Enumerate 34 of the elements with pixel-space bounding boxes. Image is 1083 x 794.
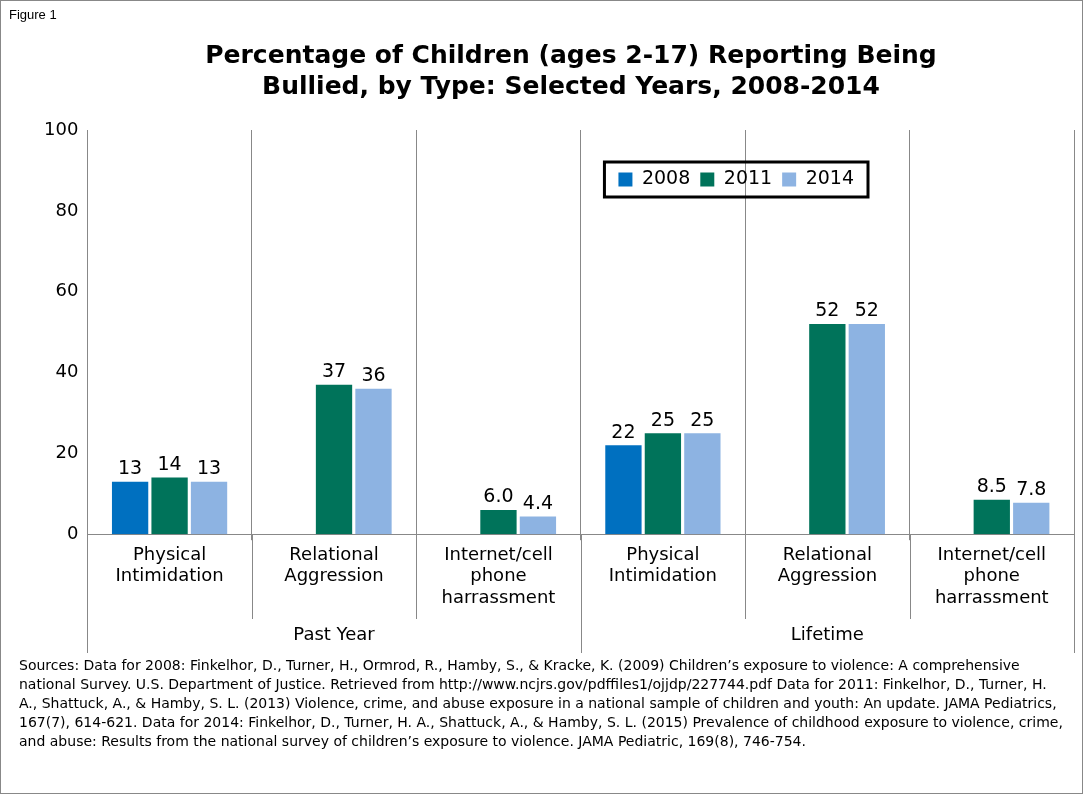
data-label: 13: [118, 456, 143, 479]
data-label: 6.0: [483, 484, 514, 507]
source-note: Sources: Data for 2008: Finkelhor, D., Turner, H., Ormrod, R., Hamby, S., & Kracke, K. (2009) Children’s exposure to violence: A comprehensive national Survey. U.S. Department of Justice. Retrieved from http://www.ncjrs.gov/pdffiles1/ojjdp/227744.pdf Data for 2011: Finkelhor, D., Turner, H. A., Shattuck, A., & Hamby, S. L. (2013) Violence, crime, and abuse exposure in a national sample of children and youth: An update. JAMA Pediatrics, 167(7), 614-621. Data for 2014: Finkelhor, D., Turner, H. A., Shattuck, A., & Hamby, S. L. (2015) Prevalence of childhood exposure to violence, crime, and abuse: Results from the national survey of children’s exposure to violence. JAMA Pediatric, 169(8), 746-754.: [19, 656, 1064, 751]
data-label: 4.4: [522, 490, 554, 513]
chart-title: Percentage of Children (ages 2-17) Reporting Being Bullied, by Type: Selected Years, 2008-2014: [204, 39, 938, 101]
y-tick-label: 80: [55, 198, 79, 220]
y-tick-label: 40: [55, 360, 79, 382]
text: Past Year: [293, 622, 376, 644]
x-tick-label: Physical Intimidation: [608, 542, 718, 586]
y-tick-label: 60: [55, 279, 79, 301]
x-tick-label: Physical Intimidation: [115, 542, 224, 586]
data-label: 37: [321, 359, 347, 382]
data-label: 52: [815, 298, 840, 321]
data-label: 25: [690, 407, 715, 430]
caption: Figure 1: [9, 7, 57, 22]
data-label: 14: [157, 452, 182, 475]
y-tick-label: 20: [55, 441, 79, 463]
data-label: 22: [611, 419, 636, 442]
x-tick-label: Internet/cell phone harrassment: [441, 542, 556, 607]
x-tick-label: Relational Aggression: [777, 542, 878, 586]
legend-label: 2011: [723, 166, 773, 189]
data-label: 13: [196, 456, 222, 479]
legend-label: 2008: [641, 166, 691, 189]
data-label: 8.5: [976, 474, 1007, 497]
legend-label: 2014: [805, 166, 855, 189]
data-label: 52: [854, 298, 879, 321]
data-label: 25: [650, 407, 675, 430]
x-tick-label: Internet/cell phone harrassment: [934, 542, 1049, 607]
y-tick-label: 0: [66, 521, 79, 543]
x-tick-label: Relational Aggression: [284, 542, 384, 586]
y-tick-label: 100: [44, 117, 79, 139]
data-label: 7.8: [1016, 477, 1047, 500]
data-label: 36: [361, 363, 386, 386]
text: Lifetime: [790, 622, 864, 644]
